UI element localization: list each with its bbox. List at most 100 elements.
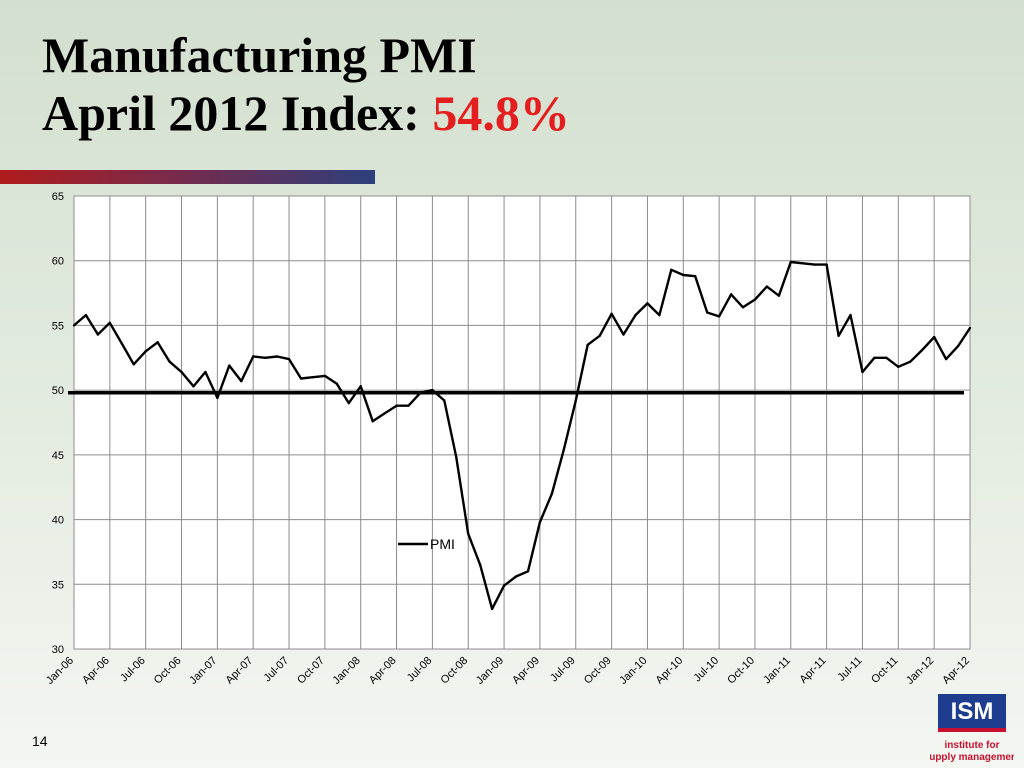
data-point [204, 370, 207, 374]
data-point [682, 273, 685, 277]
data-point [741, 306, 745, 309]
data-point [562, 448, 566, 451]
data-point [968, 326, 972, 330]
data-point [502, 584, 506, 587]
data-point [455, 456, 458, 459]
data-point [431, 388, 434, 392]
y-tick-label: 60 [52, 256, 64, 268]
x-tick-label: Jul-06 [118, 655, 148, 685]
y-tick-label: 50 [52, 385, 64, 397]
data-point [538, 520, 542, 524]
data-point [395, 404, 398, 407]
data-point [837, 334, 840, 337]
data-point [490, 607, 494, 611]
data-point [311, 376, 315, 379]
x-tick-label: Apr-10 [654, 655, 686, 687]
data-point [574, 399, 577, 402]
data-point [670, 268, 673, 271]
x-tick-label: Oct-07 [295, 655, 327, 687]
data-point [514, 575, 518, 578]
legend-label-pmi: PMI [430, 536, 455, 552]
data-point [240, 379, 243, 383]
x-tick-label: Oct-08 [439, 655, 471, 687]
data-point [252, 355, 255, 358]
x-tick-label: Apr-07 [223, 655, 255, 687]
data-point [132, 363, 135, 366]
y-tick-label: 35 [52, 579, 64, 591]
x-tick-label: Oct-09 [582, 655, 614, 687]
data-point [622, 333, 625, 336]
data-point [228, 364, 231, 367]
x-tick-label: Oct-11 [869, 655, 900, 686]
x-tick-label: Jan-11 [761, 655, 793, 687]
data-point [861, 370, 864, 374]
data-point [335, 382, 339, 385]
data-point [120, 342, 123, 345]
data-point [467, 532, 470, 536]
plot-border [73, 195, 971, 650]
data-point [705, 311, 709, 314]
data-point [825, 263, 828, 266]
data-point [287, 357, 291, 361]
data-point [323, 374, 327, 378]
data-point [956, 344, 960, 348]
ism-logo: ISM institute for supply management [930, 694, 1014, 763]
data-point [598, 334, 601, 337]
data-point [156, 341, 159, 344]
data-point [180, 370, 183, 374]
data-point [586, 343, 589, 347]
title-index-value: 54.8% [432, 85, 570, 141]
x-tick-label: Jan-10 [617, 655, 649, 687]
y-tick-label: 40 [52, 515, 64, 527]
data-point [801, 262, 804, 265]
title-line-1: Manufacturing PMI [42, 27, 477, 83]
x-tick-label: Jul-08 [405, 655, 435, 685]
data-point [299, 377, 303, 380]
x-tick-label: Apr-11 [798, 655, 829, 686]
page-number: 14 [32, 733, 48, 749]
pmi-chart: 30 35 40 45 50 55 60 65 Jan-06 Apr-06 Jul-06 Oct-06… [44, 191, 972, 687]
data-point [108, 321, 112, 325]
data-point [944, 357, 948, 361]
data-point [478, 563, 482, 567]
data-point [347, 401, 350, 405]
x-tick-label: Jul-07 [261, 655, 291, 685]
logo-text: ISM [951, 698, 994, 725]
data-point [753, 298, 757, 301]
y-tick-label: 45 [52, 450, 64, 462]
data-point [96, 333, 100, 336]
x-tick-label: Apr-08 [367, 655, 399, 687]
x-tick-label: Jul-11 [835, 655, 864, 684]
data-point [72, 324, 76, 327]
data-point [168, 360, 171, 363]
series-line-pmi [73, 260, 972, 611]
x-tick-label: Jan-09 [474, 655, 506, 687]
data-point [921, 348, 924, 352]
data-point [84, 313, 88, 317]
data-point [634, 313, 637, 317]
x-tick-label: Jan-06 [44, 655, 76, 687]
x-tick-label: Jan-08 [331, 655, 363, 687]
data-point [694, 275, 697, 278]
data-point [275, 355, 279, 358]
x-tick-label: Jan-12 [904, 655, 936, 687]
logo-caption-1: institute for [945, 740, 1000, 751]
x-tick-label: Jul-09 [548, 655, 578, 685]
data-point [371, 420, 374, 423]
data-point [407, 404, 410, 407]
data-point [383, 412, 386, 415]
data-point [909, 360, 912, 363]
data-point [717, 315, 721, 318]
data-point [777, 294, 781, 297]
data-point [897, 365, 900, 369]
slide-title: Manufacturing PMI April 2012 Index: 54.8… [42, 26, 570, 142]
y-tick-label: 55 [52, 320, 64, 332]
data-point [263, 356, 267, 359]
data-point [789, 260, 792, 264]
data-point [646, 302, 649, 305]
x-tick-label: Oct-06 [152, 655, 184, 687]
data-point [813, 263, 816, 266]
plot-area [74, 196, 970, 649]
data-point [359, 385, 362, 388]
x-tick-label: Apr-12 [940, 655, 972, 687]
